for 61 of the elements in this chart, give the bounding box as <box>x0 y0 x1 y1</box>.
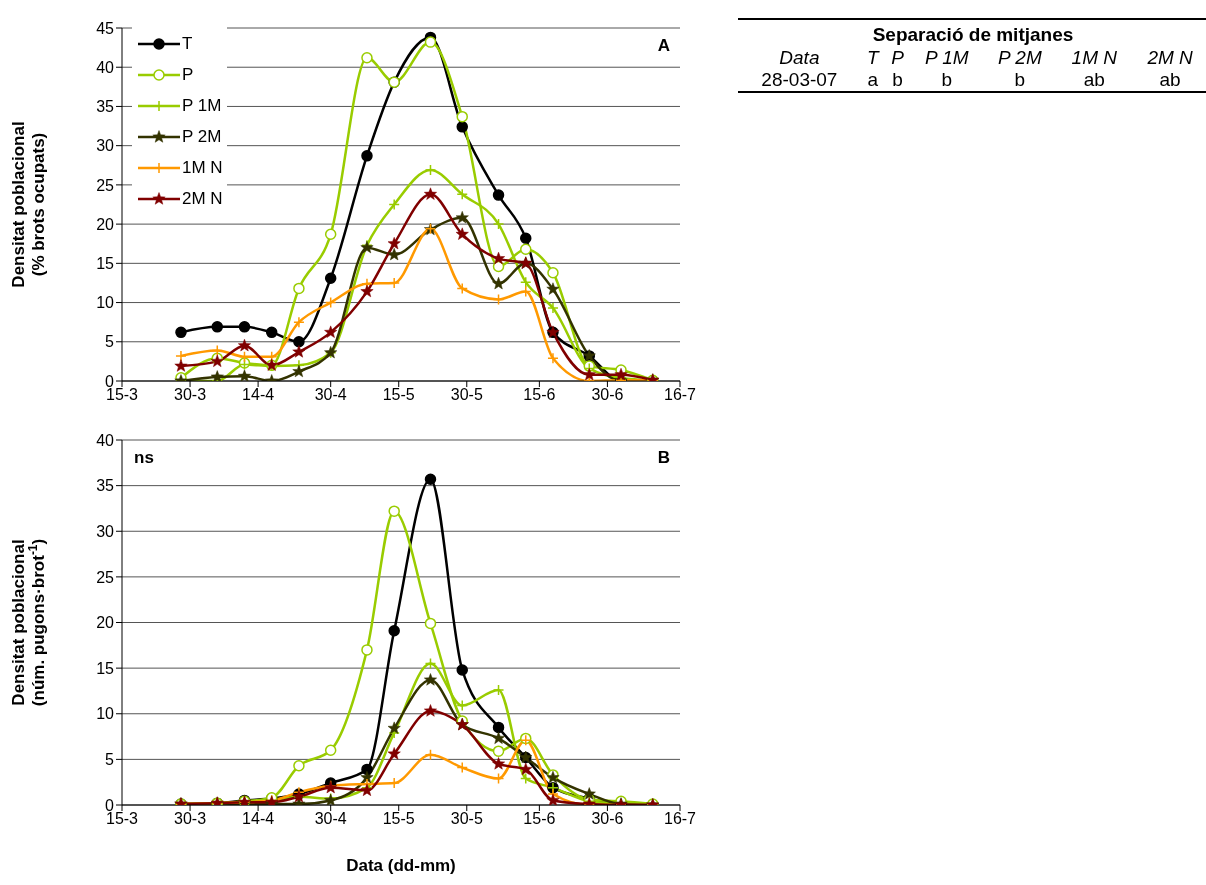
legend-label: 2M N <box>182 188 223 209</box>
y-tick-label: 15 <box>96 255 115 273</box>
y-tick-label: 30 <box>96 137 115 155</box>
x-tick-label: 15-5 <box>382 386 415 404</box>
text: T <box>865 47 881 69</box>
y-tick-label: 25 <box>96 568 115 586</box>
annotation: ns <box>134 448 154 468</box>
text: ab <box>1082 69 1106 92</box>
x-tick-label: 30-6 <box>591 810 624 828</box>
x-axis-title: Data (dd-mm) <box>346 856 456 875</box>
x-tick-label: 30-5 <box>450 386 483 404</box>
x-tick-label: 15-3 <box>105 386 139 404</box>
x-tick-label: 15-3 <box>105 810 139 828</box>
x-tick-label: 15-5 <box>382 810 415 828</box>
x-tick-label: 15-6 <box>523 386 556 404</box>
text: b <box>940 69 954 92</box>
text: a <box>866 69 880 92</box>
legend-label: P 1M <box>182 95 222 116</box>
text: P <box>890 47 905 69</box>
y-tick-label: 30 <box>96 522 115 540</box>
x-tick-label: 30-3 <box>174 810 207 828</box>
annotation: B <box>657 448 670 468</box>
y-tick-label: 20 <box>96 215 115 233</box>
y-tick-label: 5 <box>105 751 115 769</box>
y-tick-label: 40 <box>96 431 115 449</box>
legend-label: P <box>182 64 194 85</box>
y-tick-label: 15 <box>96 659 115 677</box>
x-tick-label: 15-6 <box>523 810 556 828</box>
x-tick-label: 30-3 <box>174 386 207 404</box>
legend-label: T <box>182 33 193 54</box>
x-tick-label: 30-4 <box>314 386 347 404</box>
y-tick-label: 10 <box>96 705 115 723</box>
y-tick-label: 35 <box>96 477 115 495</box>
text: 1M N <box>1070 47 1118 69</box>
y-tick-label: 20 <box>96 614 115 632</box>
text: Data <box>778 47 821 69</box>
x-tick-label: 16-7 <box>663 386 697 404</box>
legend-label: P 2M <box>182 126 222 147</box>
y-tick-label: 10 <box>96 294 115 312</box>
legend-label: 1M N <box>182 157 223 178</box>
annotation: A <box>657 36 670 56</box>
text: P 1M <box>924 47 970 69</box>
text: b <box>891 69 904 92</box>
x-tick-label: 16-7 <box>663 810 697 828</box>
y-tick-label: 35 <box>96 98 115 116</box>
text: ab <box>1158 69 1182 92</box>
x-tick-label: 30-4 <box>314 810 347 828</box>
x-tick-label: 14-4 <box>242 386 275 404</box>
text: P 2M <box>997 47 1043 69</box>
x-tick-label: 30-5 <box>450 810 483 828</box>
text: b <box>1013 69 1027 92</box>
text: Separació de mitjanes <box>871 23 1075 47</box>
x-tick-label: 30-6 <box>591 386 624 404</box>
y-tick-label: 40 <box>96 58 115 76</box>
y-tick-label: 45 <box>96 19 115 37</box>
text: 28-03-07 <box>760 69 839 92</box>
x-tick-label: 14-4 <box>242 810 275 828</box>
y-axis-title: Densitat poblacional (% brots ocupats) <box>8 121 49 288</box>
text: 2M N <box>1146 47 1194 69</box>
y-tick-label: 5 <box>105 333 115 351</box>
y-tick-label: 25 <box>96 176 115 194</box>
